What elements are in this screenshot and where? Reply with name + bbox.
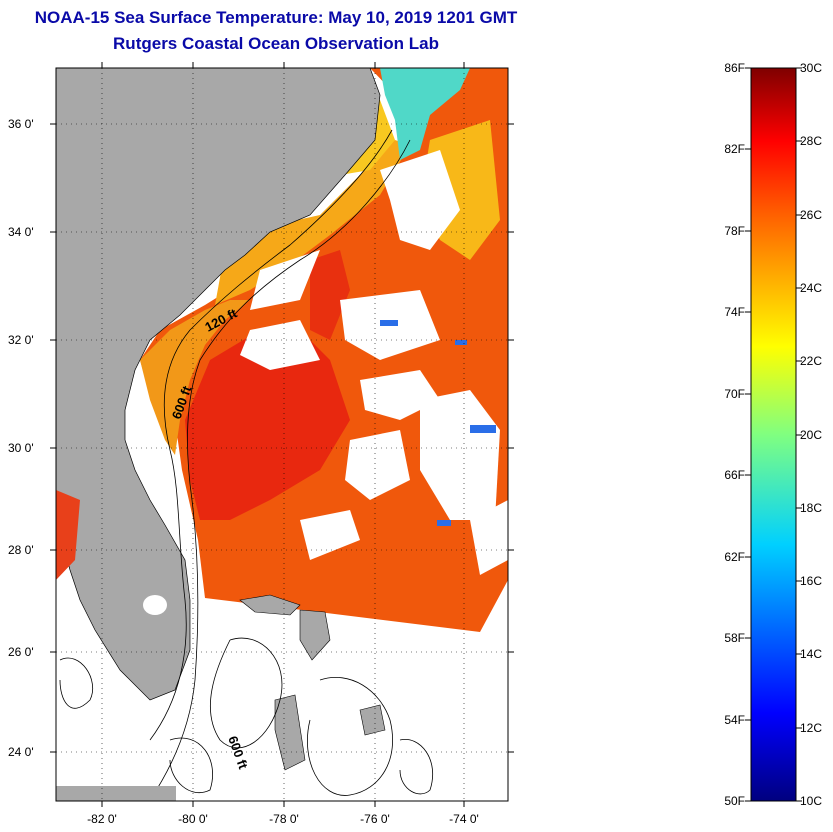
colorbar-f-66: 66F (724, 468, 745, 482)
colorbar-f-74: 74F (724, 305, 745, 319)
plot-frame (55, 67, 509, 802)
colorbar-f-58: 58F (724, 631, 745, 645)
lon-label-76: -76 0' (360, 812, 390, 826)
lat-label-36: 36 0' (8, 117, 34, 131)
lat-label-28: 28 0' (8, 543, 34, 557)
lat-label-30: 30 0' (8, 441, 34, 455)
colorbar-f-54: 54F (724, 713, 745, 727)
colorbar-c-10: 10C (800, 794, 823, 808)
lat-label-34: 34 0' (8, 225, 34, 239)
colorbar-c-26: 26C (800, 208, 823, 222)
colorbar (750, 67, 797, 802)
colorbar-c-14: 14C (800, 647, 823, 661)
map-title: NOAA-15 Sea Surface Temperature: May 10,… (34, 8, 518, 27)
colorbar-c-12: 12C (800, 721, 823, 735)
colorbar-c-22: 22C (800, 354, 823, 368)
lon-label-80: -80 0' (178, 812, 208, 826)
colorbar-f-86: 86F (724, 61, 745, 75)
colorbar-f-78: 78F (724, 224, 745, 238)
colorbar-f-50: 50F (724, 794, 745, 808)
colorbar-f-62: 62F (724, 550, 745, 564)
colorbar-c-24: 24C (800, 281, 823, 295)
colorbar-f-82: 82F (724, 142, 745, 156)
colorbar-c-30: 30C (800, 61, 823, 75)
colorbar-c-28: 28C (800, 134, 823, 148)
lat-label-24: 24 0' (8, 745, 34, 759)
colorbar-c-20: 20C (800, 428, 823, 442)
lat-label-26: 26 0' (8, 645, 34, 659)
lon-label-74: -74 0' (449, 812, 479, 826)
gridlines (56, 68, 508, 801)
land-mainland (56, 68, 381, 701)
lon-label-82: -82 0' (87, 812, 117, 826)
lat-label-32: 32 0' (8, 333, 34, 347)
colorbar-c-18: 18C (800, 501, 823, 515)
colorbar-f-70: 70F (724, 387, 745, 401)
lon-label-78: -78 0' (269, 812, 299, 826)
colorbar-c-16: 16C (800, 574, 823, 588)
map-subtitle: Rutgers Coastal Ocean Observation Lab (113, 34, 439, 53)
